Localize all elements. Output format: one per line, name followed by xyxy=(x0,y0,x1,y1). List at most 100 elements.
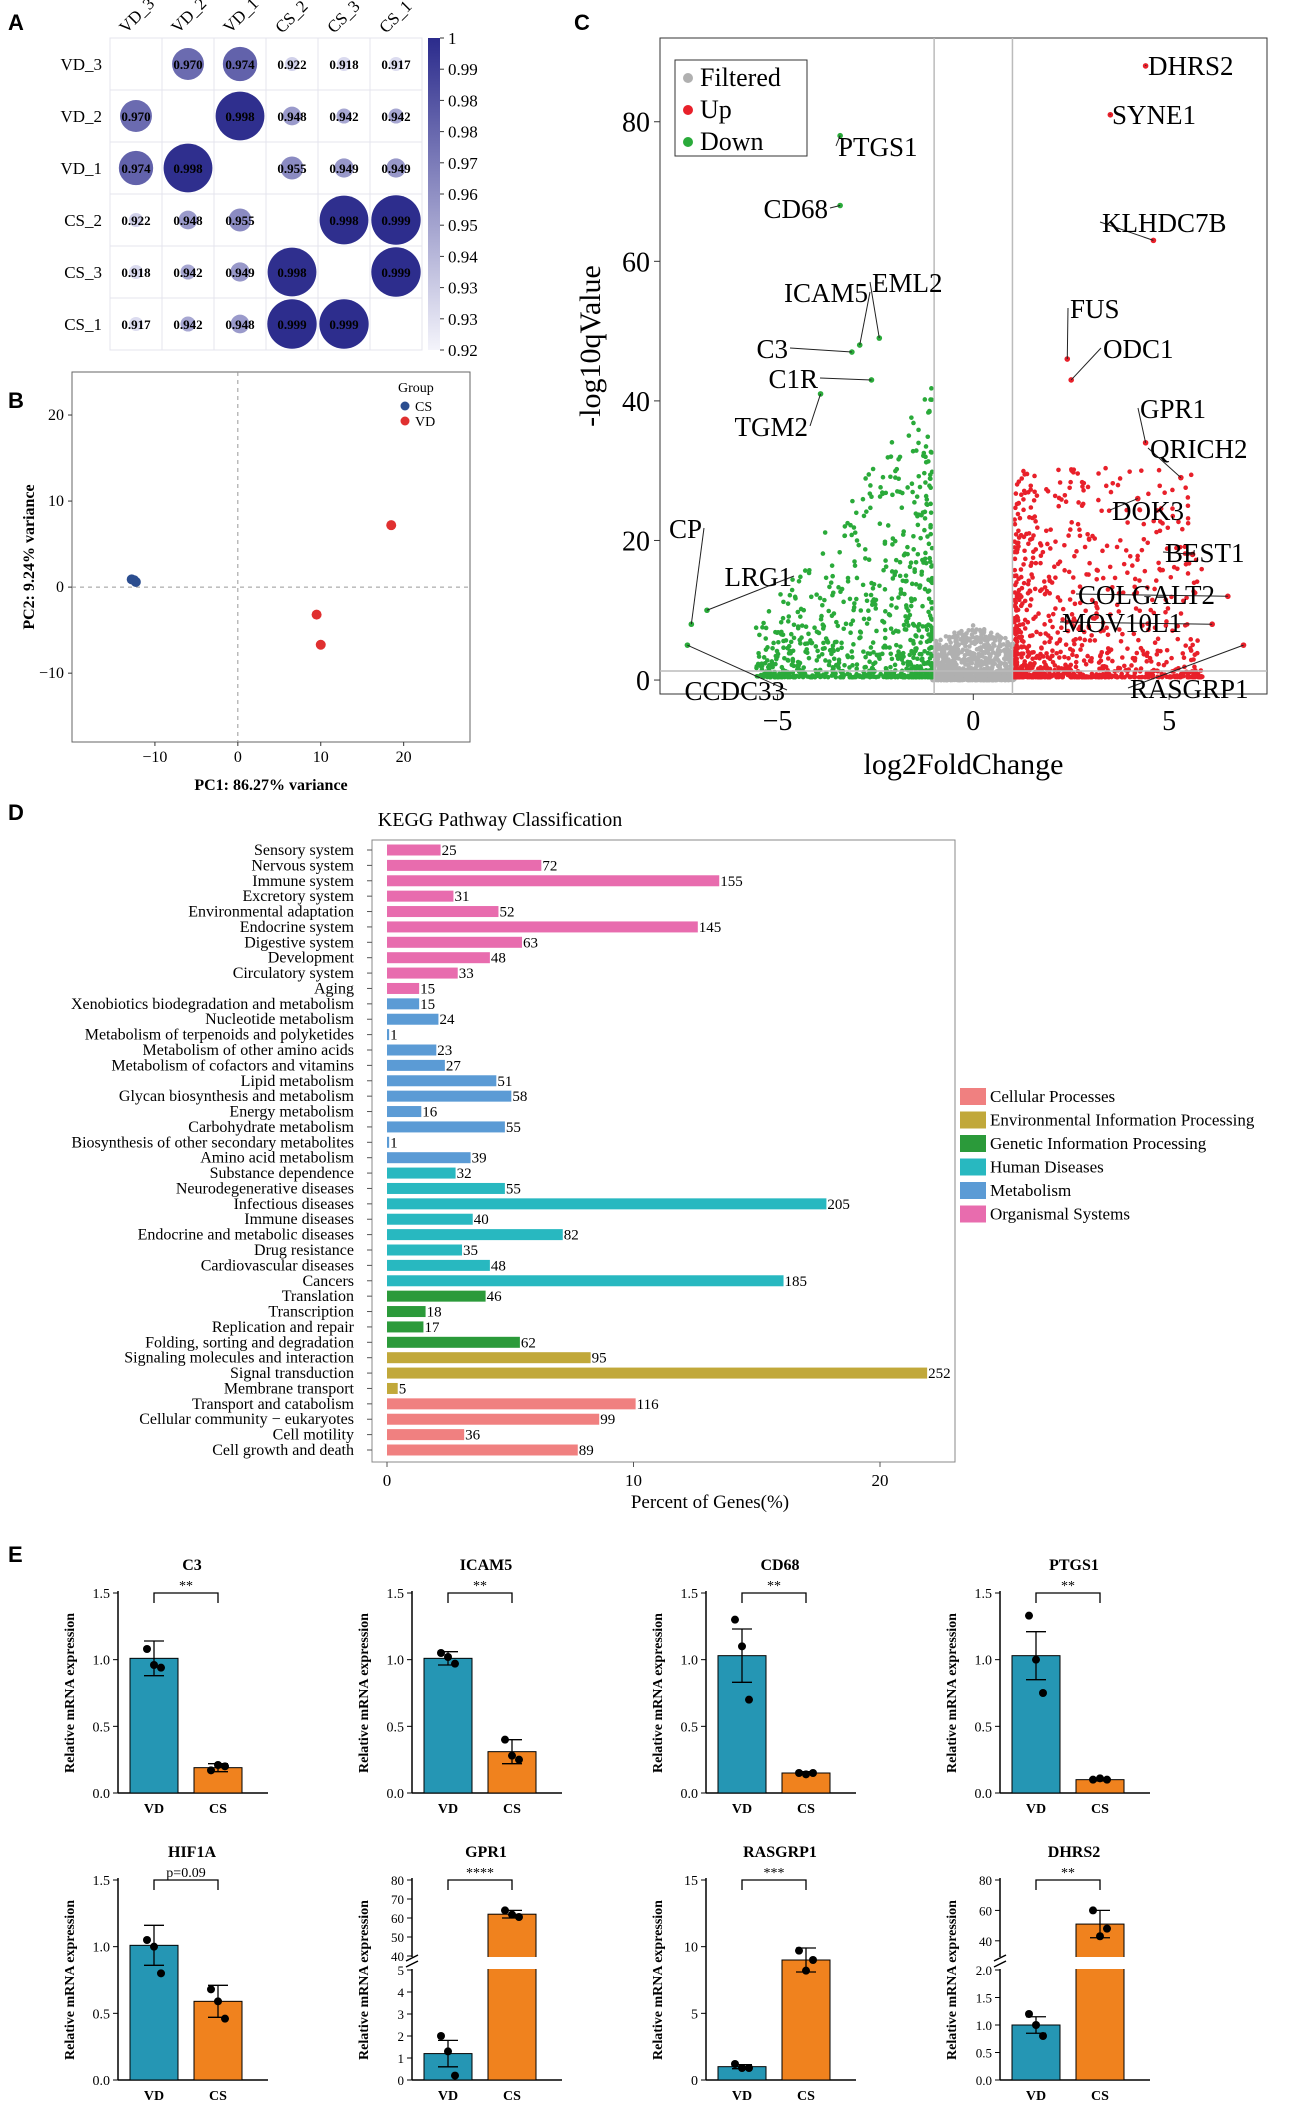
down-point xyxy=(929,575,935,581)
down-point xyxy=(924,639,930,645)
filtered-point xyxy=(967,644,972,649)
up-point xyxy=(1028,487,1033,492)
kegg-bar xyxy=(387,1059,445,1071)
y-tick-label: 40 xyxy=(622,387,650,418)
up-point xyxy=(1057,480,1063,485)
down-point xyxy=(822,674,828,680)
up-point xyxy=(1076,674,1081,680)
up-point xyxy=(1129,663,1134,668)
down-point xyxy=(896,456,901,462)
colorbar xyxy=(428,38,440,350)
correlation-value: 0.922 xyxy=(121,213,150,228)
up-point xyxy=(1080,484,1085,489)
kegg-bar xyxy=(387,844,441,856)
down-point xyxy=(907,612,913,618)
gene-label-leader xyxy=(1099,221,1154,241)
kegg-bar-count: 23 xyxy=(437,1043,452,1059)
up-point xyxy=(1181,655,1187,661)
panel-e-qpcr-charts: E 0.0 0.5 1.0 1.5 Relative mRNA expression C3 V… xyxy=(8,1542,1152,2104)
replicate-point xyxy=(1096,1932,1104,1941)
up-point xyxy=(1154,529,1159,535)
replicate-point xyxy=(451,1659,459,1668)
down-point xyxy=(923,493,929,499)
y-tick-label: 1.0 xyxy=(975,1654,993,1669)
down-point xyxy=(820,551,826,556)
up-point xyxy=(1059,625,1064,631)
up-point xyxy=(1118,638,1124,644)
down-point xyxy=(823,658,828,663)
correlation-value: 0.970 xyxy=(121,109,150,124)
down-point xyxy=(917,585,922,590)
down-point xyxy=(882,587,888,592)
up-point xyxy=(1105,587,1111,592)
up-point xyxy=(1156,661,1161,667)
down-point xyxy=(831,666,836,671)
up-point xyxy=(1140,623,1145,628)
up-point xyxy=(1117,627,1122,632)
down-point xyxy=(901,622,907,628)
y-axis-label: Relative mRNA expression xyxy=(651,1613,666,1773)
up-point xyxy=(1055,630,1060,635)
up-point xyxy=(1019,634,1025,640)
down-point xyxy=(889,656,895,662)
kegg-pathway-label: Substance dependence xyxy=(210,1165,354,1182)
filtered-point xyxy=(980,676,985,682)
filtered-point xyxy=(970,651,975,656)
correlation-value: 0.999 xyxy=(277,317,307,332)
up-point xyxy=(1036,611,1041,616)
gene-label: CCDC33 xyxy=(684,676,785,706)
replicate-point xyxy=(731,2060,739,2068)
significance-label: ** xyxy=(179,1579,193,1594)
kegg-bar xyxy=(387,1136,390,1148)
replicate-point xyxy=(795,1946,803,1955)
down-point xyxy=(769,660,775,666)
chart-title: ICAM5 xyxy=(460,1557,512,1574)
y-tick-label: 1.0 xyxy=(93,1941,111,1956)
up-point xyxy=(1021,562,1026,567)
up-point xyxy=(1110,584,1115,590)
down-point xyxy=(925,434,931,440)
up-point xyxy=(1066,533,1071,538)
down-point xyxy=(778,619,784,625)
legend-swatch xyxy=(960,1182,986,1199)
replicate-point xyxy=(508,1751,516,1760)
down-point xyxy=(900,674,906,680)
up-point xyxy=(1195,638,1200,643)
up-point xyxy=(1125,646,1130,651)
down-point xyxy=(796,674,802,680)
up-point xyxy=(1123,548,1129,553)
significance-label: ** xyxy=(1061,1866,1075,1881)
down-point xyxy=(831,611,837,616)
up-point xyxy=(1146,674,1152,680)
kegg-bar xyxy=(387,998,420,1010)
replicate-point xyxy=(1096,1774,1104,1783)
down-point xyxy=(798,574,803,580)
kegg-bar xyxy=(387,1336,520,1348)
down-point xyxy=(903,573,909,578)
up-point xyxy=(1014,643,1020,648)
down-point xyxy=(863,654,868,660)
down-point xyxy=(860,582,866,588)
up-point xyxy=(1019,638,1025,644)
up-point xyxy=(1096,471,1101,476)
up-point xyxy=(1090,616,1096,621)
down-point xyxy=(928,485,934,491)
y-tick-label: 1.5 xyxy=(976,1991,992,2006)
down-point xyxy=(905,485,910,490)
replicate-point xyxy=(157,1969,165,1978)
up-point xyxy=(1086,572,1091,577)
kegg-bar xyxy=(387,1213,473,1225)
colorbar-tick-label: 0.98 xyxy=(448,123,478,142)
up-point xyxy=(1050,611,1056,617)
up-point xyxy=(1047,639,1052,645)
kegg-pathway-label: Neurodegenerative diseases xyxy=(176,1180,354,1197)
down-point xyxy=(829,673,835,678)
down-point xyxy=(778,674,784,680)
up-point xyxy=(1016,535,1022,540)
up-point xyxy=(1077,584,1083,589)
filtered-point xyxy=(961,671,966,677)
up-point xyxy=(1072,553,1077,559)
legend-marker xyxy=(683,73,693,83)
replicate-point xyxy=(157,1663,165,1672)
down-point xyxy=(802,568,808,573)
